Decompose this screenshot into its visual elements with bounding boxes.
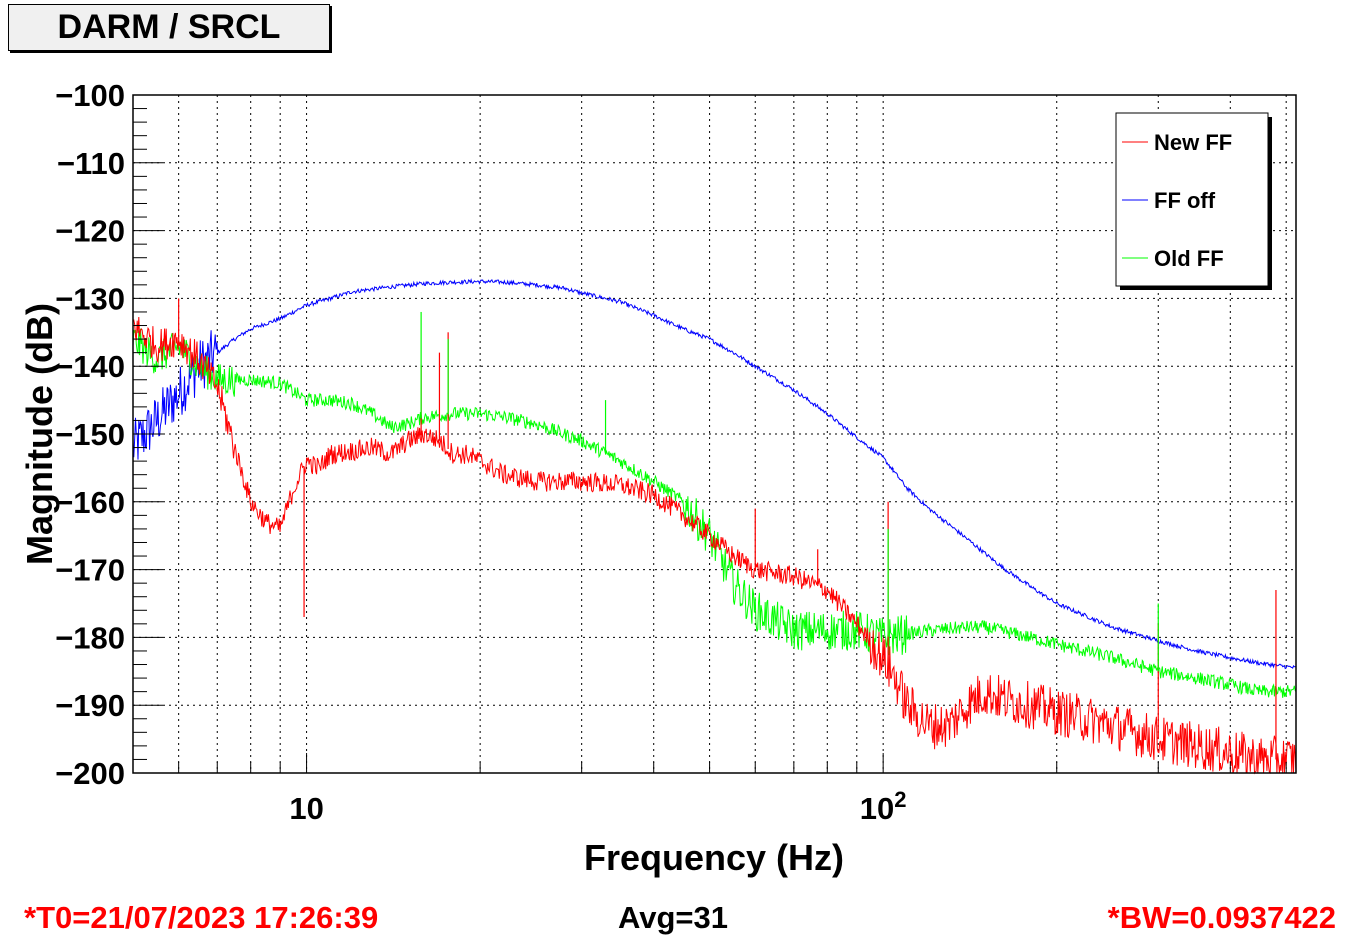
y-tick-label: −140 bbox=[55, 349, 125, 384]
y-tick-label: −110 bbox=[57, 146, 125, 181]
footer-t0: *T0=21/07/2023 17:26:39 bbox=[24, 900, 379, 935]
y-axis-label: Magnitude (dB) bbox=[19, 303, 60, 565]
legend-label: New FF bbox=[1154, 130, 1232, 155]
tick-labels: −100 −110 −120 −130 −140 −150 −160 −170 −180 −190… bbox=[55, 78, 906, 826]
y-tick-label: −190 bbox=[55, 688, 125, 723]
footer-bw: *BW=0.0937422 bbox=[1107, 900, 1336, 935]
ticks bbox=[133, 94, 1287, 774]
y-tick-label: −100 bbox=[55, 78, 125, 113]
footer-avg: Avg=31 bbox=[618, 900, 728, 935]
y-tick-label: −200 bbox=[55, 756, 125, 791]
series-line-old-ff bbox=[132, 328, 1297, 698]
series-layer bbox=[132, 278, 1297, 775]
y-tick-label: −150 bbox=[55, 417, 125, 452]
chart-title: DARM / SRCL bbox=[8, 4, 330, 51]
x-tick-label: 10 bbox=[289, 791, 323, 826]
x-tick-label: 102 bbox=[860, 787, 907, 826]
y-tick-label: −170 bbox=[55, 553, 125, 588]
y-tick-label: −160 bbox=[55, 485, 125, 520]
y-tick-label: −180 bbox=[55, 620, 125, 655]
legend-label: Old FF bbox=[1154, 246, 1224, 271]
series-line-ff-off bbox=[132, 278, 1297, 670]
y-tick-label: −130 bbox=[55, 281, 125, 316]
y-tick-label: −120 bbox=[55, 214, 125, 249]
legend-label: FF off bbox=[1154, 188, 1216, 213]
legend: New FF FF off Old FF bbox=[1115, 112, 1272, 290]
x-axis-label: Frequency (Hz) bbox=[584, 837, 844, 878]
series-line-new-ff bbox=[132, 316, 1297, 775]
